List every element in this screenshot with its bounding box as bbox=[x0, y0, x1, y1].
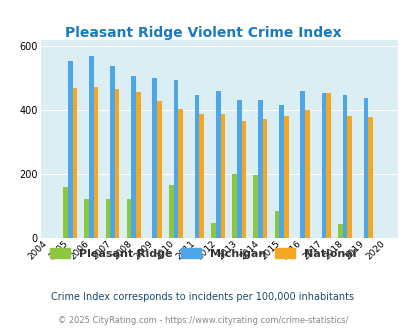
Legend: Pleasant Ridge, Michigan, National: Pleasant Ridge, Michigan, National bbox=[45, 244, 360, 263]
Text: Crime Index corresponds to incidents per 100,000 inhabitants: Crime Index corresponds to incidents per… bbox=[51, 292, 354, 302]
Bar bbox=[115, 89, 119, 238]
Bar bbox=[363, 98, 368, 238]
Text: © 2025 CityRating.com - https://www.cityrating.com/crime-statistics/: © 2025 CityRating.com - https://www.city… bbox=[58, 316, 347, 325]
Bar bbox=[72, 88, 77, 238]
Bar bbox=[241, 121, 246, 238]
Bar bbox=[194, 95, 199, 238]
Bar bbox=[274, 212, 279, 238]
Bar bbox=[94, 87, 98, 238]
Bar bbox=[283, 115, 288, 238]
Bar bbox=[321, 93, 325, 238]
Bar bbox=[262, 119, 267, 238]
Bar bbox=[63, 186, 68, 238]
Bar bbox=[131, 76, 136, 238]
Bar bbox=[152, 78, 157, 238]
Bar bbox=[220, 114, 225, 238]
Bar bbox=[325, 93, 330, 238]
Bar bbox=[279, 105, 283, 238]
Bar bbox=[178, 109, 182, 238]
Bar bbox=[105, 199, 110, 238]
Bar bbox=[253, 175, 258, 238]
Bar bbox=[232, 174, 237, 238]
Bar bbox=[368, 116, 372, 238]
Bar bbox=[126, 199, 131, 238]
Bar bbox=[347, 116, 351, 238]
Text: Pleasant Ridge Violent Crime Index: Pleasant Ridge Violent Crime Index bbox=[64, 26, 341, 40]
Bar bbox=[304, 110, 309, 238]
Bar bbox=[258, 100, 262, 238]
Bar bbox=[337, 224, 342, 238]
Bar bbox=[84, 199, 89, 238]
Bar bbox=[173, 80, 178, 238]
Bar bbox=[168, 185, 173, 238]
Bar bbox=[300, 91, 304, 238]
Bar bbox=[215, 91, 220, 238]
Bar bbox=[89, 56, 94, 238]
Bar bbox=[68, 61, 72, 238]
Bar bbox=[211, 223, 215, 238]
Bar bbox=[199, 114, 204, 238]
Bar bbox=[136, 92, 140, 238]
Bar bbox=[157, 101, 161, 238]
Bar bbox=[342, 94, 347, 238]
Bar bbox=[110, 66, 115, 238]
Bar bbox=[237, 100, 241, 238]
